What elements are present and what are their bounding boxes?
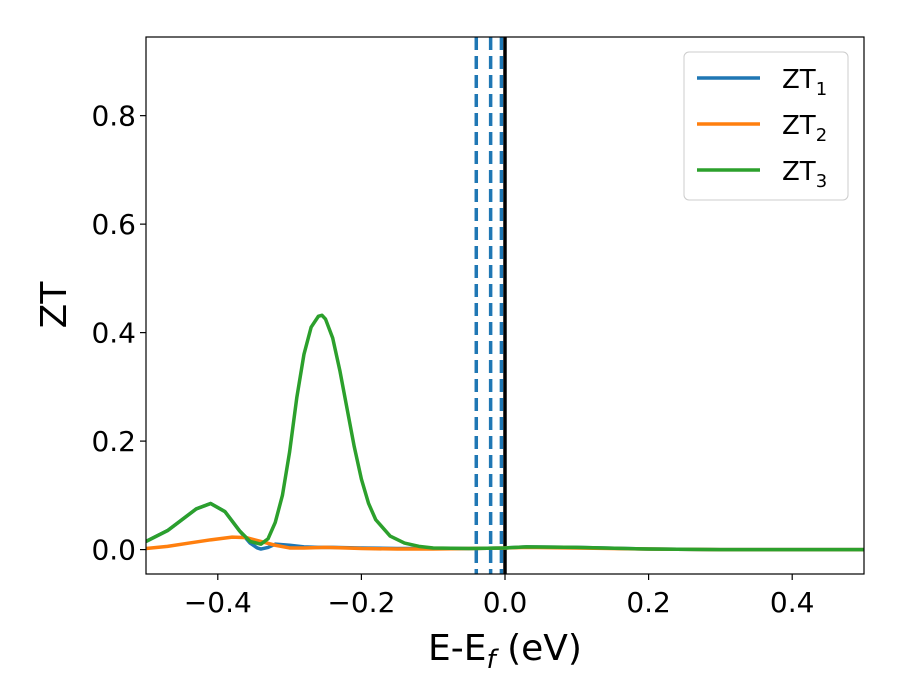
reference-lines (474, 37, 507, 574)
series-layer (146, 313, 864, 552)
y-tick-label: 0.2 (91, 425, 136, 458)
legend-label-zt1: ZT1 (782, 65, 827, 100)
x-tick-label: −0.2 (327, 586, 395, 619)
y-axis: 0.0 0.2 0.4 0.6 0.8 (91, 100, 146, 567)
legend-box (683, 51, 849, 201)
x-tick-label: −0.4 (184, 586, 252, 619)
x-tick-label: 0.4 (770, 586, 815, 619)
y-tick-label: 0.6 (91, 208, 136, 241)
legend: ZT1 ZT2 ZT3 (683, 51, 849, 201)
y-tick-label: 0.0 (91, 534, 136, 567)
x-tick-label: 0.0 (483, 586, 528, 619)
y-tick-label: 0.8 (91, 100, 136, 133)
legend-label-zt2: ZT2 (782, 111, 827, 146)
x-axis: −0.4 −0.2 0.0 0.2 0.4 (184, 574, 815, 619)
x-tick-label: 0.2 (626, 586, 671, 619)
legend-label-zt3: ZT3 (782, 157, 827, 192)
y-tick-label: 0.4 (91, 317, 136, 350)
y-axis-label: ZT (34, 281, 75, 329)
x-axis-label: E-Ef (eV) (428, 628, 582, 675)
series-line-zt3 (146, 313, 864, 552)
